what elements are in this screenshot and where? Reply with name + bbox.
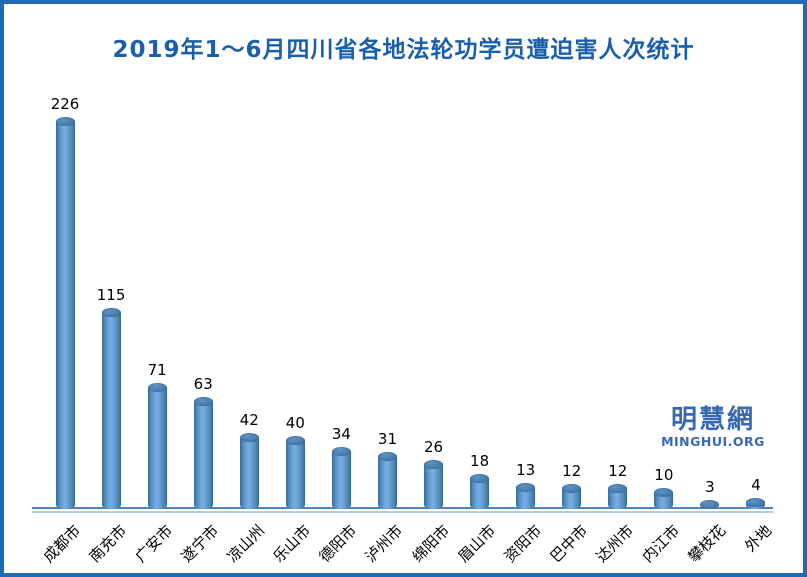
x-axis-category-label: 南充市 — [85, 521, 131, 566]
x-axis-category-label: 巴中市 — [546, 521, 591, 566]
bar-value-label: 226 — [50, 94, 80, 113]
bar-value-label: 63 — [193, 374, 213, 393]
x-axis-category-label: 成都市 — [39, 521, 85, 566]
bar-cylinder — [147, 387, 167, 509]
bar-cylinder — [470, 478, 490, 509]
x-axis-category-label: 达州市 — [592, 521, 637, 566]
x-axis-category-label: 外地 — [741, 521, 776, 556]
bar-cylinder — [55, 121, 75, 509]
x-axis-category-label: 凉山州 — [223, 521, 269, 566]
x-axis-category-label: 广安市 — [131, 521, 177, 566]
chart-title: 2019年1～6月四川省各地法轮功学员遭迫害人次统计 — [112, 37, 695, 63]
x-axis-category-label: 德阳市 — [315, 521, 361, 566]
x-axis-line-shadow — [32, 511, 773, 513]
bar-cylinder-top — [516, 482, 536, 492]
bar-value-label: 18 — [470, 451, 490, 470]
x-axis-category-label: 泸州市 — [362, 521, 407, 566]
bar-cylinder-top — [285, 435, 305, 445]
x-axis-category-label: 眉山市 — [454, 521, 499, 566]
bar-cylinder — [424, 464, 444, 509]
x-axis-category-label: 攀枝花 — [684, 521, 730, 566]
x-axis-category-label: 绵阳市 — [408, 521, 453, 566]
bar-cylinder-top — [377, 451, 397, 461]
bar-cylinder-top — [101, 307, 121, 317]
bar-cylinder-top — [55, 116, 75, 126]
bar-value-label: 115 — [96, 285, 126, 304]
bar-cylinder-top — [193, 396, 213, 406]
bar-cylinder-top — [470, 473, 490, 483]
bar-value-label: 26 — [423, 437, 444, 456]
bar-value-label: 31 — [377, 429, 398, 448]
bar-cylinder — [239, 437, 259, 509]
bar-value-label: 10 — [654, 465, 674, 484]
bar-cylinder-top — [654, 487, 674, 497]
x-axis-category-label: 乐山市 — [269, 521, 315, 566]
bar-cylinder — [101, 312, 121, 509]
bar-value-label: 40 — [285, 413, 305, 432]
bar-value-label: 34 — [331, 424, 351, 443]
bar-value-label: 13 — [516, 460, 536, 479]
x-axis-category-label: 内江市 — [638, 521, 683, 566]
bar-cylinder-top — [608, 483, 628, 493]
bar-cylinder — [193, 401, 213, 509]
bar-cylinder — [285, 440, 305, 509]
bar-value-label: 12 — [608, 461, 628, 480]
bar-value-label: 42 — [239, 410, 259, 429]
bar-cylinder-top — [746, 497, 766, 507]
x-axis-category-label: 遂宁市 — [177, 521, 223, 566]
bar-cylinder-top — [424, 459, 444, 469]
bar-cylinder — [516, 487, 536, 509]
bar-cylinder — [562, 488, 582, 509]
x-axis-category-label: 资阳市 — [500, 521, 545, 566]
x-axis-line — [32, 507, 773, 509]
bar-cylinder-top — [331, 446, 351, 456]
bar-value-label: 3 — [705, 477, 715, 496]
bar-value-label: 12 — [562, 461, 582, 480]
bar-value-label: 4 — [751, 475, 761, 494]
bar-cylinder-top — [147, 382, 167, 392]
plot-area: 226 成都市 115 南充市 71 广安市 63 遂宁市 42 凉山州 40 乐山市 34 德阳市 31 泸… — [4, 4, 803, 573]
bar-cylinder-top — [562, 483, 582, 493]
bar-cylinder — [331, 451, 351, 509]
bar-cylinder — [377, 456, 397, 509]
bar-value-label: 71 — [147, 360, 167, 379]
bar-cylinder-top — [700, 499, 720, 509]
bar-cylinder — [608, 488, 628, 509]
bar-cylinder-top — [239, 432, 259, 442]
